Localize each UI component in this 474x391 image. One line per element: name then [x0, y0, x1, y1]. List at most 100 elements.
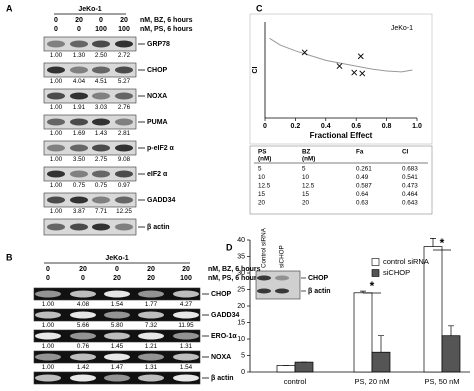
band: [275, 288, 289, 294]
quantification: 0.75: [73, 182, 86, 189]
quantification: 2.50: [95, 52, 108, 59]
band: [138, 374, 164, 382]
band: [70, 144, 88, 152]
quantification: 1.00: [50, 208, 63, 215]
band: [115, 196, 133, 204]
band: [173, 374, 199, 382]
dose: 100: [95, 26, 107, 33]
y-axis-label: CI: [252, 66, 259, 73]
ci-point: [301, 49, 308, 56]
x-tick-label: 1.0: [412, 123, 422, 130]
table-header: PS: [258, 149, 266, 156]
blot: [43, 62, 137, 78]
condition-unit: nM, BZ, 6 hours: [208, 266, 261, 273]
legend-swatch: [371, 258, 380, 266]
band: [138, 332, 164, 340]
quantification: 1.31: [145, 364, 158, 371]
condition-unit: nM, PS, 6 hours: [140, 26, 193, 33]
band-label: ERO-1α: [211, 333, 237, 340]
dose: 0: [54, 17, 58, 24]
legend-label: siCHOP: [383, 268, 410, 277]
error-bar: [430, 238, 436, 247]
band-label: NOXA: [147, 93, 167, 100]
x-tick-label: control: [284, 377, 307, 386]
band: [115, 40, 133, 48]
band-label: β actin: [211, 375, 234, 382]
dose: 20: [75, 17, 83, 24]
band: [104, 332, 130, 340]
error-bar: [378, 335, 384, 353]
ci-curve: [269, 37, 413, 73]
ci-point: [351, 69, 358, 76]
dose: 0: [77, 26, 81, 33]
x-tick-label: 0.8: [382, 123, 392, 130]
band: [70, 311, 96, 319]
quantification: 1.00: [50, 52, 63, 59]
band-label: GADD34: [211, 312, 240, 319]
bar: [371, 351, 391, 373]
blot: [43, 192, 137, 208]
quantification: 0.97: [118, 182, 131, 189]
quantification: 0.75: [95, 182, 108, 189]
quantification: 1.00: [50, 182, 63, 189]
band: [70, 353, 96, 361]
table-cell: 20: [258, 200, 266, 207]
band: [92, 223, 110, 231]
quantification: 7.32: [145, 322, 158, 329]
band: [47, 223, 65, 231]
band: [104, 374, 130, 382]
table-cell: 0.587: [356, 183, 372, 190]
blot: [43, 218, 137, 236]
quantification: 1.00: [50, 130, 63, 137]
panel-letter: D: [226, 242, 233, 252]
table-cell: 5: [258, 166, 262, 173]
quantification: 12.25: [116, 208, 132, 215]
table-cell: 12.5: [258, 183, 271, 190]
band-label: CHOP: [211, 291, 232, 298]
blot: [43, 140, 137, 156]
band: [173, 332, 199, 340]
table-cell: 5: [302, 166, 306, 173]
quantification: 3.50: [73, 156, 86, 163]
band: [47, 118, 65, 126]
quantification: 1.45: [111, 343, 124, 350]
chart-frame: [249, 13, 433, 145]
band: [47, 40, 65, 48]
dose: 0: [46, 275, 50, 282]
table-cell: 15: [258, 191, 266, 198]
quantification: 2.76: [118, 104, 131, 111]
dose: 20: [79, 266, 87, 273]
table-cell: 10: [302, 174, 310, 181]
band: [104, 353, 130, 361]
quantification: 5.80: [111, 322, 124, 329]
band: [115, 92, 133, 100]
y-tick-label: 40: [237, 237, 245, 244]
x-tick-label: 0.6: [351, 123, 361, 130]
band: [275, 275, 289, 281]
band: [70, 374, 96, 382]
condition-unit: nM, PS, 6 hours: [208, 275, 261, 282]
band: [138, 311, 164, 319]
quantification: 2.75: [95, 156, 108, 163]
x-tick-label: PS, 50 nM: [424, 377, 459, 386]
band: [35, 311, 61, 319]
band: [70, 223, 88, 231]
dose: 20: [120, 17, 128, 24]
table-cell: 0.261: [356, 166, 372, 173]
condition-unit: nM, BZ, 6 hours: [140, 17, 193, 24]
quantification: 4.27: [180, 301, 193, 308]
quantification: 1.00: [50, 78, 63, 85]
table-frame: [249, 145, 433, 215]
x-tick-label: PS, 20 nM: [354, 377, 389, 386]
ci-point: [357, 53, 364, 60]
ci-point: [336, 63, 343, 69]
x-tick-label: 0.2: [291, 123, 301, 130]
band: [92, 144, 110, 152]
dose: 100: [118, 26, 130, 33]
quantification: 3.87: [73, 208, 86, 215]
band: [70, 118, 88, 126]
band: [92, 170, 110, 178]
table-header: (nM): [258, 156, 271, 163]
table-cell: 10: [258, 174, 266, 181]
